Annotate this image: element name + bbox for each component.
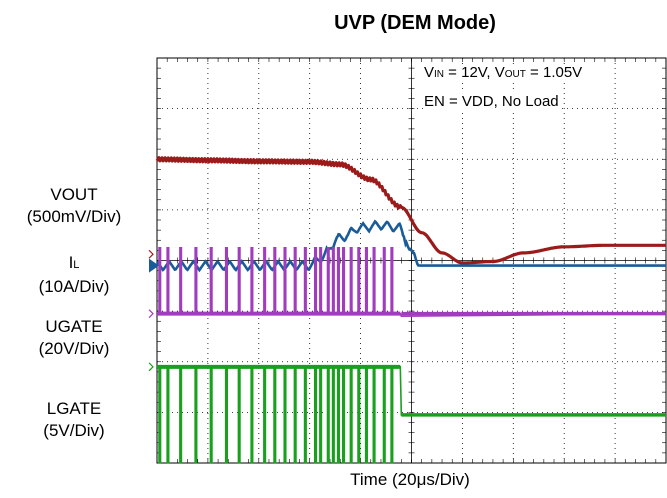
traces — [155, 156, 667, 464]
ugate-marker — [148, 309, 154, 319]
vout-label: VOUT (500mV/Div) — [4, 184, 144, 228]
vout-marker — [148, 249, 154, 259]
x-axis-label: Time (20μs/Div) — [350, 470, 470, 489]
condition-annotation-1: VIN = 12V, VOUT = 1.05V — [424, 64, 583, 81]
lgate-scale: (5V/Div) — [43, 421, 105, 440]
lgate-name: LGATE — [46, 399, 102, 418]
ugate-name: UGATE — [45, 317, 103, 336]
ugate-scale: (20V/Div) — [38, 339, 110, 358]
il-name: IL — [68, 253, 80, 272]
ugate-label: UGATE (20V/Div) — [4, 316, 144, 360]
trace-lgate — [157, 366, 666, 464]
vout-name: VOUT — [50, 185, 98, 204]
trace-il — [155, 219, 666, 273]
condition-annotation-2: EN = VDD, No Load — [424, 93, 559, 110]
trace-vout — [155, 156, 667, 265]
chart-title: UVP (DEM Mode) — [334, 12, 496, 34]
channel-markers — [148, 249, 159, 372]
trace-ugate — [157, 247, 667, 317]
vout-scale: (500mV/Div) — [26, 207, 122, 226]
il-scale: (10A/Div) — [38, 277, 110, 296]
lgate-marker — [148, 362, 154, 372]
il-label: IL (10A/Div) — [4, 252, 144, 298]
il-marker — [149, 258, 159, 273]
lgate-label: LGATE (5V/Div) — [4, 398, 144, 442]
grid — [156, 57, 667, 464]
